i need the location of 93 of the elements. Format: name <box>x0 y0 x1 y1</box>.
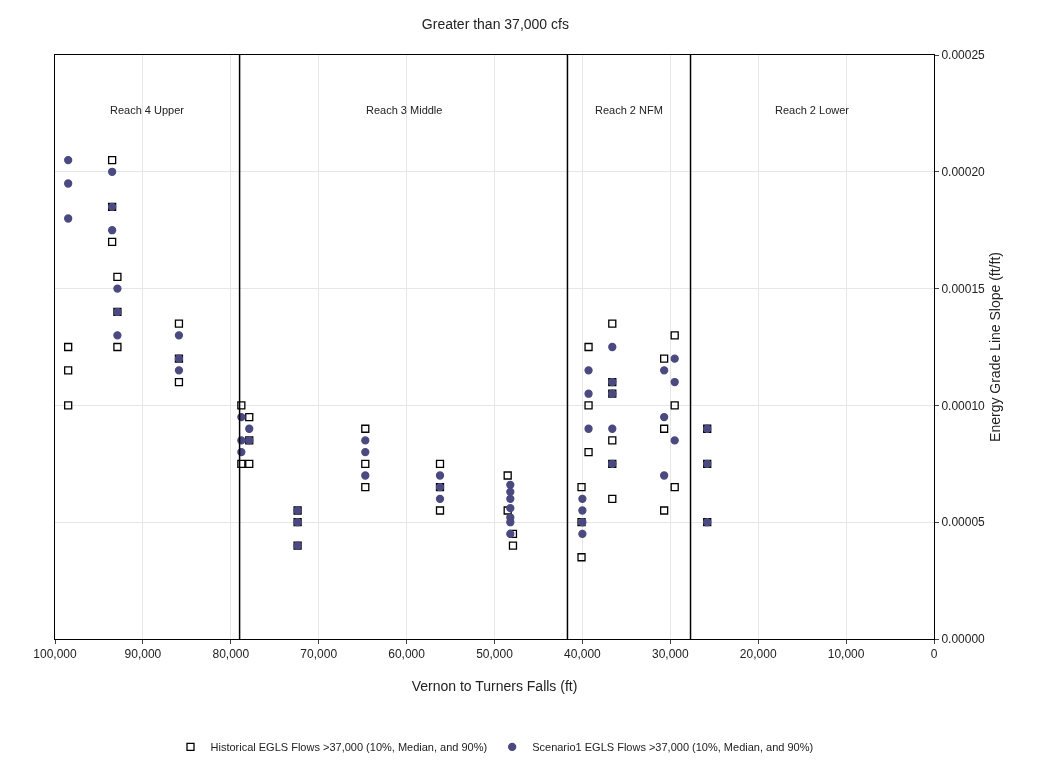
point <box>608 494 617 503</box>
point <box>245 459 254 468</box>
point <box>174 331 184 340</box>
point <box>174 319 184 328</box>
point <box>660 424 669 433</box>
x-tick-label: 70,000 <box>300 647 338 662</box>
point <box>506 480 515 489</box>
point <box>435 494 445 503</box>
x-tick-label: 30,000 <box>651 647 689 662</box>
x-tick-label: 10,000 <box>827 647 865 662</box>
y-tick-label: 0.00005 <box>941 515 986 530</box>
point <box>670 436 679 445</box>
point <box>64 179 73 188</box>
point <box>670 331 679 340</box>
legend-label: Scenario1 EGLS Flows >37,000 (10%, Median, and 90%) <box>532 741 814 754</box>
y-tick-label: 0.00000 <box>941 632 986 647</box>
point <box>64 155 73 165</box>
point <box>584 447 593 457</box>
annotation: Reach 2 NFM <box>595 104 663 116</box>
point <box>435 506 445 515</box>
point <box>174 366 184 375</box>
point <box>107 226 117 235</box>
point <box>584 401 593 410</box>
x-tick-label: 50,000 <box>476 647 514 662</box>
point <box>506 518 515 527</box>
point <box>584 424 593 433</box>
point <box>670 483 679 492</box>
point <box>584 389 593 398</box>
point <box>64 401 73 410</box>
point <box>578 494 587 503</box>
point <box>660 366 669 375</box>
point <box>361 447 370 457</box>
y-tick-label: 0.00025 <box>941 48 986 63</box>
point <box>608 424 617 433</box>
point <box>578 506 587 515</box>
x-tick-label: 0 <box>930 647 938 662</box>
x-tick-label: 80,000 <box>212 647 250 662</box>
x-tick-label: 90,000 <box>124 647 162 662</box>
point <box>608 319 617 328</box>
point <box>584 366 593 375</box>
point <box>608 342 617 352</box>
point <box>578 529 587 539</box>
point <box>64 214 73 223</box>
annotation: Reach 2 Lower <box>775 104 850 116</box>
point <box>361 483 370 492</box>
y-tick-label: 0.00015 <box>941 281 986 296</box>
x-tick-label: 40,000 <box>564 647 602 662</box>
point <box>174 377 184 387</box>
point <box>503 471 512 480</box>
point <box>107 155 117 165</box>
point <box>245 424 254 433</box>
y-tick-label: 0.00020 <box>941 165 986 179</box>
point <box>361 471 370 480</box>
point <box>361 459 370 468</box>
x-tick-label: 60,000 <box>388 647 426 662</box>
y-axis-title: Energy Grade Line Slope (ft/ft) <box>987 252 1004 442</box>
point <box>361 424 370 433</box>
point <box>670 401 679 410</box>
point <box>577 483 586 492</box>
point <box>660 412 669 422</box>
point <box>584 342 593 352</box>
point <box>107 237 117 247</box>
point <box>64 342 73 352</box>
point <box>237 459 246 468</box>
annotation: Reach 3 Middle <box>366 104 443 116</box>
point <box>670 377 679 387</box>
point <box>608 436 617 445</box>
chart-title: Greater than 37,000 cfs <box>421 16 569 33</box>
point <box>361 436 370 445</box>
point <box>113 284 122 293</box>
x-axis-title: Vernon to Turners Falls (ft) <box>411 678 578 694</box>
point <box>435 471 445 480</box>
annotation: Reach 4 Upper <box>110 104 185 116</box>
point <box>113 272 122 282</box>
point <box>237 401 246 410</box>
point <box>107 167 117 176</box>
point <box>435 459 445 468</box>
y-tick-label: 0.00010 <box>941 398 986 413</box>
x-tick-label: 20,000 <box>739 647 777 662</box>
x-tick-label: 100,000 <box>33 647 78 662</box>
point <box>660 471 669 480</box>
point <box>113 331 122 340</box>
point <box>670 354 679 363</box>
point <box>508 541 518 550</box>
point <box>660 506 669 515</box>
point <box>113 342 122 352</box>
point <box>506 487 515 496</box>
legend-label: Historical EGLS Flows >37,000 (10%, Median, and 90%) <box>210 741 488 754</box>
point <box>245 412 254 422</box>
point <box>64 366 73 375</box>
point <box>577 553 586 562</box>
point <box>660 354 669 363</box>
point <box>506 494 515 503</box>
